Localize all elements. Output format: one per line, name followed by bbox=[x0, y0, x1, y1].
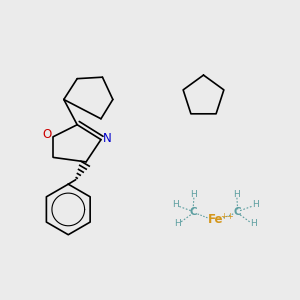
Text: H: H bbox=[172, 200, 178, 209]
Text: H: H bbox=[190, 190, 197, 199]
Text: C: C bbox=[234, 207, 242, 218]
Text: H: H bbox=[250, 219, 257, 228]
Text: H: H bbox=[174, 219, 181, 228]
Text: N: N bbox=[103, 132, 112, 145]
Text: ++: ++ bbox=[220, 212, 234, 221]
Text: O: O bbox=[42, 128, 52, 141]
Text: Fe: Fe bbox=[208, 213, 223, 226]
Text: H: H bbox=[233, 190, 240, 199]
Text: C: C bbox=[189, 207, 197, 218]
Text: H: H bbox=[252, 200, 259, 209]
